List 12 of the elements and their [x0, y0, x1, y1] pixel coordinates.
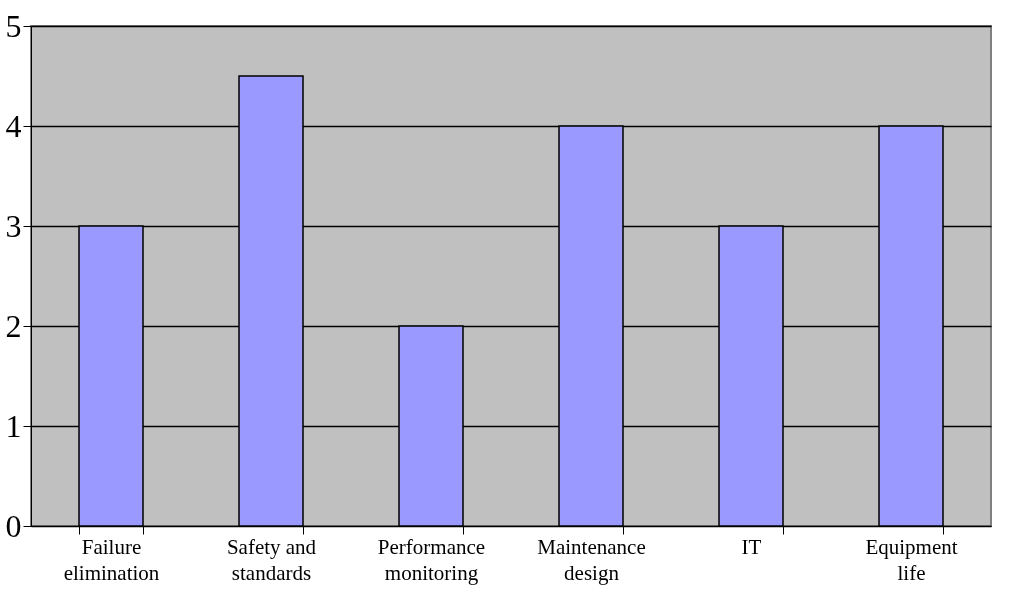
- y-tick-label: 3: [5, 207, 22, 244]
- y-tick-label: 5: [5, 7, 22, 44]
- y-tick-label: 4: [5, 107, 22, 144]
- y-tick-label: 2: [5, 307, 22, 344]
- x-tick-label: Failure elimination: [63, 534, 160, 585]
- x-tick-label: Equipment life: [865, 534, 958, 585]
- x-tick-label: Maintenance design: [537, 534, 646, 585]
- y-tick-label: 0: [5, 507, 22, 544]
- x-tick-label: Performance monitoring: [377, 534, 486, 585]
- x-tick-label: Safety and standards: [226, 534, 317, 585]
- y-tick-label: 1: [5, 407, 22, 444]
- x-tick-label: IT: [741, 534, 762, 559]
